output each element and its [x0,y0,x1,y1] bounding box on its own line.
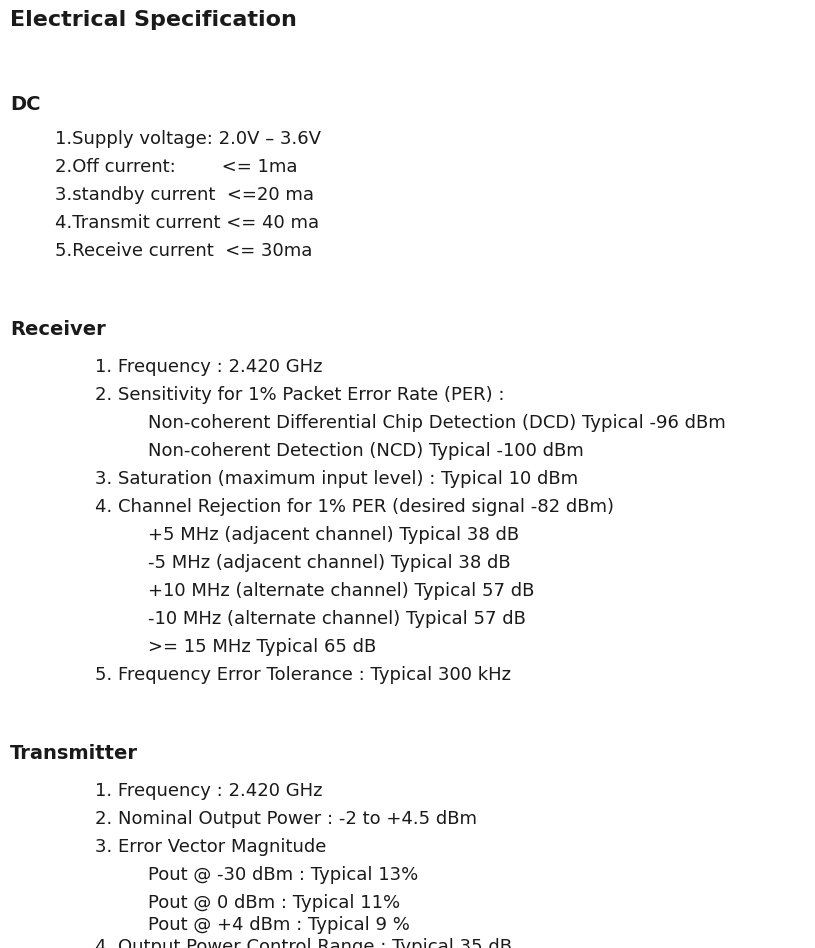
Text: DC: DC [10,95,41,114]
Text: 2.Off current:        <= 1ma: 2.Off current: <= 1ma [55,158,297,176]
Text: 1. Frequency : 2.420 GHz: 1. Frequency : 2.420 GHz [95,358,323,376]
Text: -10 MHz (alternate channel) Typical 57 dB: -10 MHz (alternate channel) Typical 57 d… [148,610,526,628]
Text: Pout @ 0 dBm : Typical 11%: Pout @ 0 dBm : Typical 11% [148,894,400,912]
Text: 2. Nominal Output Power : -2 to +4.5 dBm: 2. Nominal Output Power : -2 to +4.5 dBm [95,810,477,828]
Text: 2. Sensitivity for 1% Packet Error Rate (PER) :: 2. Sensitivity for 1% Packet Error Rate … [95,386,504,404]
Text: Receiver: Receiver [10,320,106,339]
Text: Non-coherent Differential Chip Detection (DCD) Typical -96 dBm: Non-coherent Differential Chip Detection… [148,414,725,432]
Text: >= 15 MHz Typical 65 dB: >= 15 MHz Typical 65 dB [148,638,377,656]
Text: 4. Channel Rejection for 1% PER (desired signal -82 dBm): 4. Channel Rejection for 1% PER (desired… [95,498,614,516]
Text: 5. Frequency Error Tolerance : Typical 300 kHz: 5. Frequency Error Tolerance : Typical 3… [95,666,511,684]
Text: +5 MHz (adjacent channel) Typical 38 dB: +5 MHz (adjacent channel) Typical 38 dB [148,526,519,544]
Text: Transmitter: Transmitter [10,744,138,763]
Text: -5 MHz (adjacent channel) Typical 38 dB: -5 MHz (adjacent channel) Typical 38 dB [148,554,511,572]
Text: 1. Frequency : 2.420 GHz: 1. Frequency : 2.420 GHz [95,782,323,800]
Text: 3. Error Vector Magnitude: 3. Error Vector Magnitude [95,838,326,856]
Text: Pout @ -30 dBm : Typical 13%: Pout @ -30 dBm : Typical 13% [148,866,418,884]
Text: 1.Supply voltage: 2.0V – 3.6V: 1.Supply voltage: 2.0V – 3.6V [55,130,321,148]
Text: Electrical Specification: Electrical Specification [10,10,297,30]
Text: 4. Output Power Control Range : Typical 35 dB: 4. Output Power Control Range : Typical … [95,938,512,948]
Text: 3. Saturation (maximum input level) : Typical 10 dBm: 3. Saturation (maximum input level) : Ty… [95,470,578,488]
Text: 4.Transmit current <= 40 ma: 4.Transmit current <= 40 ma [55,214,319,232]
Text: Pout @ +4 dBm : Typical 9 %: Pout @ +4 dBm : Typical 9 % [148,916,410,934]
Text: 5.Receive current  <= 30ma: 5.Receive current <= 30ma [55,242,312,260]
Text: 3.standby current  <=20 ma: 3.standby current <=20 ma [55,186,314,204]
Text: +10 MHz (alternate channel) Typical 57 dB: +10 MHz (alternate channel) Typical 57 d… [148,582,535,600]
Text: Non-coherent Detection (NCD) Typical -100 dBm: Non-coherent Detection (NCD) Typical -10… [148,442,584,460]
